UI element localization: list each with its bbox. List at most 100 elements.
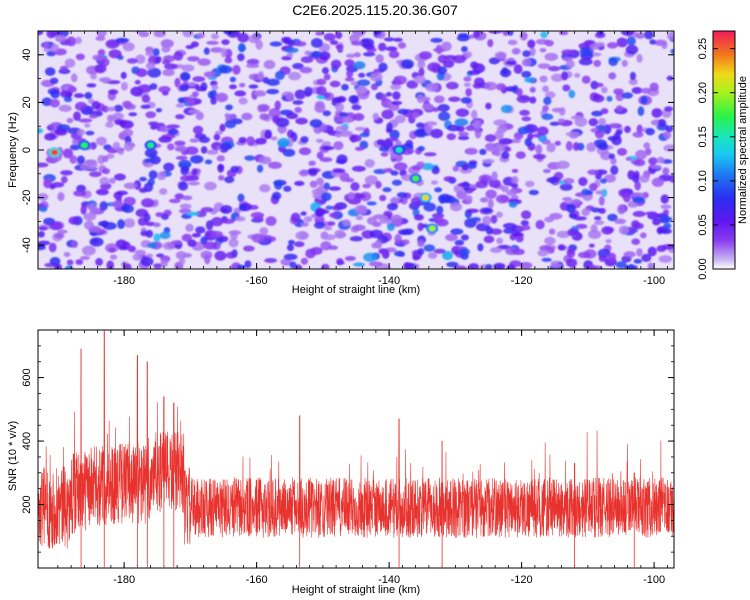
spectrogram-cell — [316, 78, 327, 86]
spectrogram-cell — [64, 58, 76, 68]
spectrogram-cell — [442, 59, 455, 68]
spectrogram-cell — [485, 226, 493, 235]
spectrogram-cell — [633, 258, 643, 264]
spectrogram-cell — [158, 136, 172, 143]
spectrogram-cell — [383, 37, 395, 42]
spectrogram-cell — [390, 170, 399, 176]
spectrogram-cell — [323, 182, 331, 190]
spectrogram-cell — [355, 215, 363, 221]
spectrogram-cell — [196, 32, 206, 39]
spectrogram-cell — [510, 183, 519, 189]
spectrogram-cell — [362, 51, 376, 57]
spectrogram-cell — [237, 53, 245, 62]
colorbar-tick-label: 0.05 — [697, 214, 709, 235]
spectrogram-cell — [88, 114, 98, 119]
spectrogram-cell — [38, 128, 44, 134]
spectrogram-cell — [232, 64, 241, 75]
spectrogram-cell — [187, 97, 195, 107]
spectrogram-cell — [307, 169, 318, 175]
spectrogram-cell — [380, 93, 387, 102]
spectrogram-cell — [294, 106, 302, 114]
spectrogram-cell — [175, 155, 188, 160]
spectrogram-cell — [487, 39, 494, 48]
spectrogram-cell — [566, 248, 575, 255]
spectrogram-cell — [400, 230, 411, 235]
spectrogram-cell — [567, 228, 579, 236]
spectrogram-cell — [50, 89, 60, 99]
spectrogram-cell — [455, 108, 470, 117]
spectrogram-cell — [423, 152, 437, 157]
spectrogram-cell — [44, 133, 56, 141]
spectrogram-cell — [513, 64, 523, 74]
spectrogram-cell — [145, 111, 157, 119]
spectrogram-cell — [629, 71, 637, 81]
spectrogram-cell — [111, 200, 124, 208]
spectrogram-cell — [380, 140, 394, 148]
spectrogram-cell — [423, 244, 436, 252]
spectrogram-cell — [479, 148, 487, 155]
spectrogram-cell — [298, 169, 310, 177]
spectrogram-cell — [149, 155, 161, 165]
spectrogram-cell — [544, 39, 554, 47]
spectrogram-cell — [598, 117, 607, 126]
spectrogram-cell — [224, 120, 237, 129]
spectrogram-cell — [122, 42, 135, 52]
spectrogram-cell — [359, 132, 370, 138]
spectrogram-cell — [159, 231, 171, 240]
spectrogram-cell — [188, 109, 201, 114]
spectrogram-cell — [486, 146, 499, 152]
spectrogram-cell — [251, 233, 265, 243]
spectrogram-cell — [274, 180, 283, 190]
spectrogram-cell — [615, 129, 623, 136]
spectrogram-cell — [66, 259, 74, 266]
spectrogram-cell — [310, 38, 323, 48]
spectrogram-cell — [386, 122, 393, 133]
spectrogram-cell — [495, 194, 510, 204]
spectrogram-cell — [95, 36, 106, 41]
spectrogram-cell — [558, 31, 569, 36]
spectrogram-cell — [394, 233, 402, 244]
spectrogram-cell — [661, 40, 668, 50]
spectrogram-cell — [219, 143, 233, 151]
spectrogram-cell — [394, 114, 406, 124]
spectrogram-cell — [565, 141, 573, 152]
spectrogram-cell — [369, 229, 384, 239]
spectrogram-cell — [254, 90, 266, 96]
spectrogram-cell — [203, 47, 210, 55]
spectrogram-cell — [344, 77, 355, 82]
spectrogram-cell — [253, 215, 264, 222]
spectrogram-cell — [557, 244, 566, 251]
spectrogram-cell — [155, 56, 162, 63]
spectrogram-cell — [266, 88, 279, 95]
spectrogram-cell — [321, 192, 332, 201]
spectrogram-feature — [51, 149, 59, 156]
spectrogram-cell — [366, 201, 377, 206]
spectrogram-cell — [304, 50, 312, 56]
spectrogram-cell — [315, 138, 324, 144]
spectrogram-cell — [519, 109, 530, 116]
spectrogram-cell — [546, 142, 556, 153]
spectrogram-cell — [635, 149, 647, 160]
spectrogram-cell — [379, 194, 387, 202]
spectrogram-cell — [140, 256, 154, 267]
spectrogram-texture — [38, 31, 674, 269]
spectrogram-cell — [185, 223, 194, 232]
spectrogram-cell — [400, 59, 414, 69]
spectrogram-cell — [84, 92, 93, 100]
colorbar-tick-label: 0.00 — [697, 258, 709, 279]
spectrogram-cell — [527, 133, 534, 140]
spectrogram-cell — [268, 161, 282, 170]
spectrogram-cell — [270, 136, 278, 141]
spectrogram-cell — [84, 123, 91, 128]
spectrogram-cell — [150, 124, 158, 130]
colorbar-gradient — [712, 30, 736, 270]
spectrogram-cell — [144, 221, 156, 227]
spectrogram-cell — [353, 113, 365, 121]
spectrogram-cell — [495, 211, 503, 218]
spectrogram-cell — [179, 203, 192, 210]
spectrogram-cell — [274, 70, 285, 81]
spectrogram-cell — [490, 214, 498, 224]
spectrogram-cell — [600, 108, 609, 115]
spectrogram-cell — [649, 82, 659, 92]
spectrogram-cell — [581, 208, 590, 217]
